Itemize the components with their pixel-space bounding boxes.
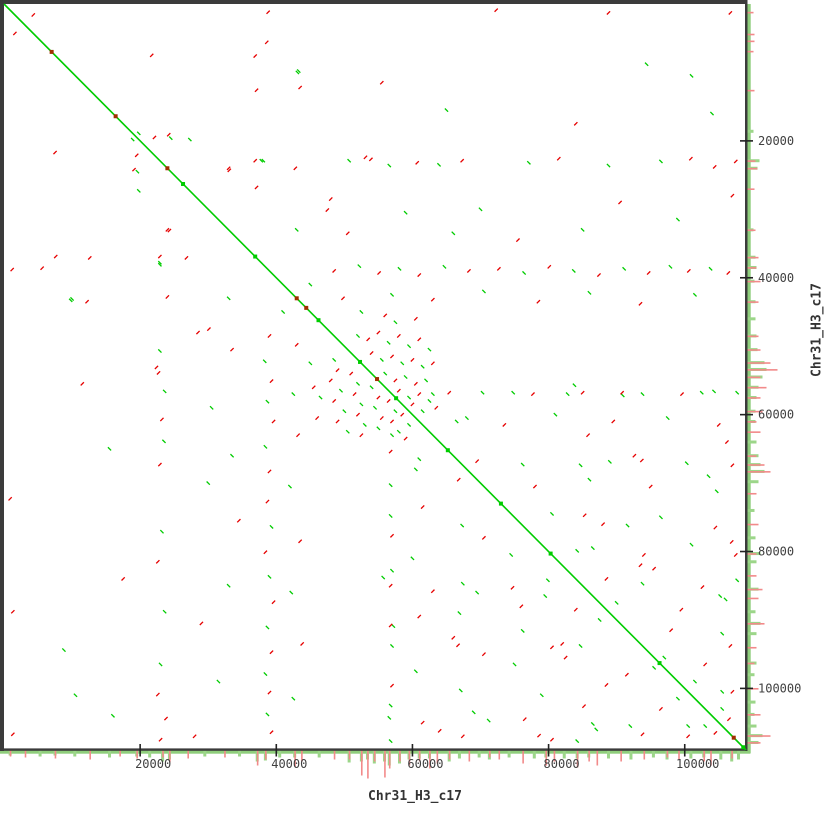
svg-text:80000: 80000 xyxy=(544,757,580,771)
forward-matches xyxy=(61,62,740,744)
svg-text:40000: 40000 xyxy=(758,271,794,285)
svg-text:40000: 40000 xyxy=(271,757,307,771)
reverse-matches xyxy=(8,8,738,742)
diagonal-repeat-marks xyxy=(49,49,746,750)
y-axis-ticks: 20000 40000 60000 80000 100000 xyxy=(740,134,801,695)
svg-text:60000: 60000 xyxy=(758,408,794,422)
x-coverage-histogram xyxy=(8,750,741,779)
svg-text:60000: 60000 xyxy=(407,757,443,771)
y-coverage-histogram xyxy=(747,11,778,744)
svg-text:80000: 80000 xyxy=(758,545,794,559)
svg-text:100000: 100000 xyxy=(758,681,801,695)
svg-text:20000: 20000 xyxy=(758,134,794,148)
identity-diagonal xyxy=(3,3,747,751)
x-axis-title: Chr31_H3_c17 xyxy=(368,789,462,804)
svg-text:20000: 20000 xyxy=(135,757,171,771)
plot-frame xyxy=(0,0,748,751)
y-axis-title-text: Chr31_H3_c17 xyxy=(809,283,825,377)
svg-text:100000: 100000 xyxy=(676,757,719,771)
x-axis-ticks: 20000 40000 60000 80000 100000 xyxy=(135,744,719,771)
